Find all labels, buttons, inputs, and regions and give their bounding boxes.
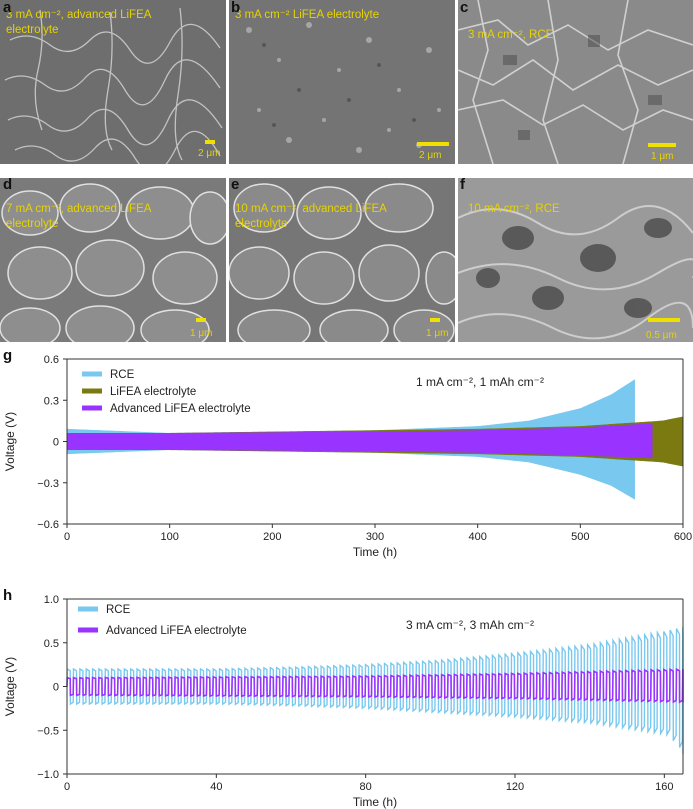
scale-label: 0.5 μm bbox=[646, 330, 677, 341]
legend-label: LiFEA electrolyte bbox=[110, 386, 196, 398]
sem-texture bbox=[229, 0, 455, 164]
y-tick-label: −0.6 bbox=[37, 519, 59, 531]
sem-panel-f: 10 mA cm⁻², RCE 0.5 μm bbox=[458, 178, 693, 342]
sem-panel-c: 3 mA cm⁻², RCE 1 μm bbox=[458, 0, 693, 164]
sem-caption: 3 mA cm⁻² LiFEA electrolyte bbox=[235, 9, 380, 21]
panel-label-a: a bbox=[3, 0, 12, 16]
scale-label: 1 μm bbox=[651, 151, 674, 162]
y-tick-label: 0 bbox=[53, 437, 59, 449]
legend-label: RCE bbox=[106, 604, 131, 616]
y-tick-label: −0.5 bbox=[37, 725, 59, 737]
scale-bar bbox=[205, 140, 215, 144]
x-axis-label: Time (h) bbox=[353, 545, 397, 559]
x-tick-label: 100 bbox=[160, 531, 178, 543]
x-tick-label: 80 bbox=[360, 781, 372, 793]
series-line bbox=[66, 667, 684, 704]
y-tick-label: 1.0 bbox=[44, 594, 59, 606]
scale-label: 1 μm bbox=[190, 328, 213, 339]
scale-bar bbox=[196, 318, 206, 322]
panel-label-g: g bbox=[3, 347, 13, 364]
sem-caption: 10 mA cm⁻², advanced LiFEA electrolyte bbox=[235, 203, 387, 230]
scale-label: 1 μm bbox=[426, 328, 449, 339]
scale-bar bbox=[648, 318, 680, 322]
x-tick-label: 200 bbox=[263, 531, 281, 543]
sem-texture bbox=[229, 178, 455, 342]
x-tick-label: 120 bbox=[506, 781, 524, 793]
scale-bar bbox=[648, 143, 676, 147]
y-tick-label: 0.5 bbox=[44, 638, 59, 650]
x-tick-label: 160 bbox=[655, 781, 673, 793]
series-band bbox=[66, 423, 653, 459]
panel-label-f: f bbox=[460, 176, 465, 193]
chart-h: 1.0 0.5 0 −0.5 −1.0 Time (h) Voltage (V) 3 mA c… bbox=[3, 594, 684, 809]
scale-bar bbox=[417, 142, 449, 146]
sem-texture bbox=[458, 178, 693, 342]
chart-g: 0 100 200 300 400 500 600 0.6 0.3 0 −0.3 −0.6 Time (… bbox=[3, 354, 692, 559]
condition-annotation: 1 mA cm⁻², 1 mAh cm⁻² bbox=[416, 375, 544, 389]
panel-label-e: e bbox=[231, 176, 240, 193]
x-tick-label: 300 bbox=[366, 531, 384, 543]
sem-caption: 7 mA cm⁻², advanced LiFEA electrolyte bbox=[6, 203, 151, 230]
sem-texture bbox=[0, 178, 226, 342]
sem-panel-e: 10 mA cm⁻², advanced LiFEA electrolyte 1… bbox=[229, 178, 455, 342]
x-tick-label: 0 bbox=[64, 531, 70, 543]
sem-panel-a: 3 mA cm⁻², advanced LiFEA electrolyte 2 … bbox=[0, 0, 226, 164]
scale-label: 2 μm bbox=[198, 148, 221, 159]
x-tick-label: 0 bbox=[64, 781, 70, 793]
x-axis-label: Time (h) bbox=[353, 795, 397, 809]
sem-caption: 3 mA cm⁻², RCE bbox=[468, 29, 554, 41]
sem-panel-b: 3 mA cm⁻² LiFEA electrolyte 2 μm bbox=[229, 0, 455, 164]
y-axis-label: Voltage (V) bbox=[3, 657, 17, 716]
panel-label-b: b bbox=[231, 0, 241, 16]
legend-label: Advanced LiFEA electrolyte bbox=[106, 625, 247, 637]
y-tick-label: −1.0 bbox=[37, 769, 59, 781]
y-tick-label: 0.6 bbox=[44, 354, 59, 366]
y-axis-label: Voltage (V) bbox=[3, 412, 17, 471]
x-tick-label: 600 bbox=[674, 531, 692, 543]
condition-annotation: 3 mA cm⁻², 3 mAh cm⁻² bbox=[406, 618, 534, 632]
scale-bar bbox=[430, 318, 440, 322]
panel-label-h: h bbox=[3, 587, 13, 604]
sem-panel-d: 7 mA cm⁻², advanced LiFEA electrolyte 1 … bbox=[0, 178, 226, 342]
panel-label-c: c bbox=[460, 0, 469, 16]
y-tick-label: 0 bbox=[53, 682, 59, 694]
x-tick-label: 500 bbox=[571, 531, 589, 543]
sem-caption: 3 mA cm⁻², advanced LiFEA electrolyte bbox=[6, 9, 151, 36]
legend-label: Advanced LiFEA electrolyte bbox=[110, 403, 251, 415]
legend-label: RCE bbox=[110, 369, 135, 381]
sem-texture bbox=[0, 0, 226, 164]
sem-texture bbox=[458, 0, 693, 164]
y-tick-label: 0.3 bbox=[44, 395, 59, 407]
scale-label: 2 μm bbox=[419, 150, 442, 161]
x-tick-label: 40 bbox=[210, 781, 222, 793]
sem-caption: 10 mA cm⁻², RCE bbox=[468, 203, 560, 215]
x-tick-label: 400 bbox=[468, 531, 486, 543]
y-tick-label: −0.3 bbox=[37, 478, 59, 490]
panel-label-d: d bbox=[3, 176, 13, 193]
